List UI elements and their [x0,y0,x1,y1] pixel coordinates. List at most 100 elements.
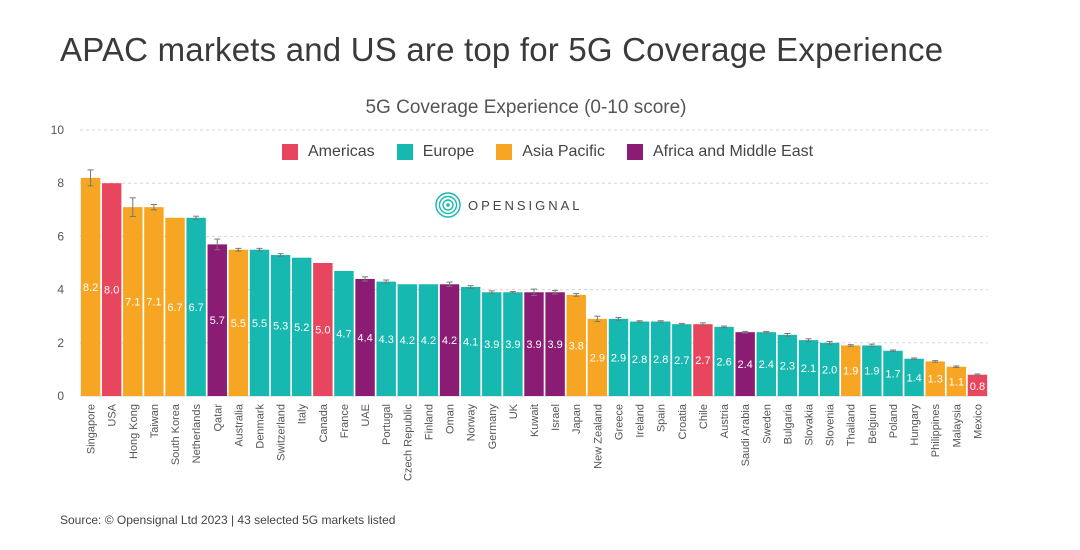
category-label: Sweden [761,404,773,444]
bar [80,177,101,396]
category-label: Greece [613,404,625,440]
bar [841,345,861,396]
bar [503,292,523,396]
legend-item-europe: Europe [396,143,474,161]
bar [123,207,143,396]
category-label: Singapore [86,404,98,454]
data-label: 5.5 [231,318,246,330]
bar [249,249,270,396]
data-label: 1.9 [864,366,879,378]
category-label: Croatia [677,403,689,439]
data-label: 2.6 [716,356,731,368]
bar [967,374,988,396]
data-label: 8.0 [104,285,119,297]
data-label: 2.3 [780,360,795,372]
category-label: Chile [698,404,710,429]
category-label: Norway [466,404,478,442]
data-label: 1.3 [928,374,943,386]
data-label: 5.5 [252,318,267,330]
category-label: Germany [487,404,499,450]
bar [608,318,629,396]
category-label: Kuwait [529,404,541,437]
legend-swatch-africa-middle-east [626,144,643,160]
data-label: 6.7 [167,302,182,314]
legend-label-africa-middle-east: Africa and Middle East [652,143,814,160]
data-label: 4.3 [379,334,394,346]
category-label: Qatar [212,404,224,432]
data-label: 3.9 [505,339,520,351]
data-label: 5.0 [315,325,330,337]
category-label: Finland [423,404,435,440]
bar [735,332,755,396]
bar [186,217,206,396]
bar [334,270,354,396]
category-label: South Korea [170,403,182,465]
bar [418,284,439,396]
bar [798,340,819,396]
bar [777,334,798,396]
category-label: Philippines [930,404,942,458]
y-tick-label: 4 [57,283,64,297]
bar [819,342,840,396]
category-label: Canada [318,403,330,442]
category-label: UAE [360,404,372,427]
data-label: 2.8 [632,354,647,366]
category-label: Switzerland [276,404,288,461]
category-label: Hungary [909,404,921,446]
data-label: 5.3 [273,321,288,333]
data-label: 2.4 [738,359,753,371]
legend-item-africa-middle-east: Africa and Middle East [626,143,814,161]
y-tick-label: 8 [57,176,64,190]
bar [292,257,312,396]
category-label: New Zealand [592,404,604,469]
data-label: 3.9 [484,339,499,351]
category-label: France [339,404,351,438]
legend-swatch-americas [282,144,298,160]
data-label: 8.2 [83,282,98,294]
data-label: 1.7 [885,368,900,380]
category-label: Ireland [635,404,647,438]
bar [946,366,967,396]
category-label: Mexico [972,404,984,439]
data-label: 1.9 [843,366,858,378]
bar [714,326,734,396]
category-label: Poland [888,404,900,438]
category-label: Italy [297,404,309,425]
data-label: 4.1 [463,336,478,348]
data-label: 3.9 [547,339,562,351]
data-label: 2.7 [674,355,689,367]
bar [355,278,375,396]
legend-swatch-asia-pacific [496,144,513,160]
chart-title-text: 5G Coverage Experience (0-10 score) [365,97,687,118]
bar [228,249,249,396]
data-label: 2.4 [759,359,774,371]
bar [756,332,776,396]
bar [693,324,713,396]
data-label: 2.7 [695,355,710,367]
bar [925,361,945,396]
category-label: Belgium [867,404,879,444]
bar [313,263,333,396]
opensignal-logo: OPENSIGNAL [434,191,583,219]
data-label: 4.2 [421,335,436,347]
data-label: 4.2 [442,335,457,347]
data-label: 7.1 [125,297,140,309]
category-label: Israel [550,404,562,431]
category-label: Saudi Arabia [740,403,752,466]
page-title: APAC markets and US are top for 5G Cover… [60,31,944,68]
data-label: 2.1 [801,363,816,375]
bar [904,358,924,396]
opensignal-logo-icon [435,192,461,218]
bar [376,281,396,396]
legend-swatch-europe [396,144,413,160]
category-label: Austria [719,403,731,438]
data-label: 1.4 [906,372,921,384]
data-label: 7.1 [146,297,161,309]
opensignal-logo-text: OPENSIGNAL [468,197,583,213]
category-label: Thailand [846,404,858,446]
data-label: 2.8 [653,354,668,366]
category-label: Slovenia [825,403,837,446]
bar [270,255,291,396]
bar [545,292,565,396]
category-label: Taiwan [149,404,161,438]
